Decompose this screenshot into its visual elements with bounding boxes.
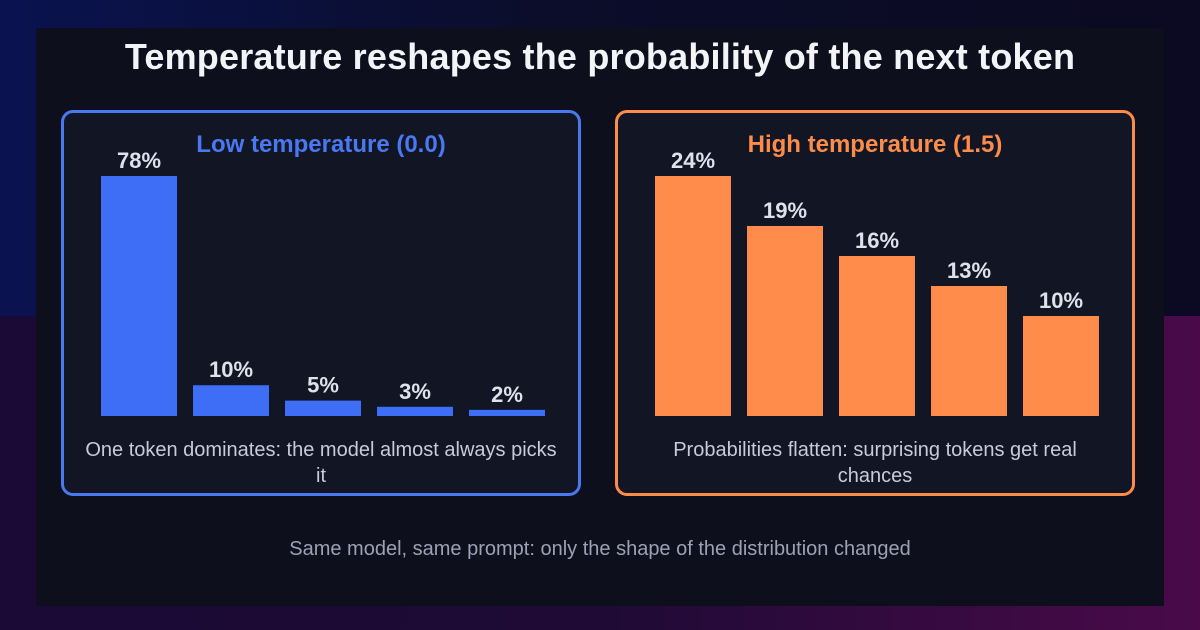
low-temperature-chart: 78% 10% 5% 3% 2% [101, 148, 545, 416]
bar-1 [655, 176, 731, 416]
high-temperature-card: 24% 19% 16% 13% 10% High temperature (1.5) P… [615, 110, 1135, 496]
low-temperature-title: Low temperature (0.0) [196, 131, 446, 158]
bar-3 [839, 256, 915, 416]
bar-value-label-3: 5% [307, 373, 339, 398]
low-temperature-caption: One token dominates: the model almost al… [85, 439, 557, 487]
bar-value-label-5: 2% [491, 382, 523, 407]
bar-5 [469, 409, 545, 416]
high-temperature-title: High temperature (1.5) [747, 131, 1003, 158]
bar-1 [101, 176, 177, 416]
bar-5 [1023, 316, 1099, 416]
bar-value-label-3: 16% [855, 228, 899, 253]
bar-4 [377, 406, 453, 416]
high-temperature-chart: 24% 19% 16% 13% 10% [655, 148, 1099, 416]
bar-value-label-2: 19% [763, 198, 807, 223]
low-temperature-card: 78% 10% 5% 3% 2% Low temperature (0.0) One t… [61, 110, 581, 496]
footer-note: Same model, same prompt: only the shape … [289, 538, 911, 560]
bar-4 [931, 286, 1007, 416]
bar-value-label-1: 78% [117, 148, 161, 173]
page-title: Temperature reshapes the probability of … [124, 36, 1076, 77]
bar-value-label-5: 10% [1039, 288, 1083, 313]
bar-value-label-2: 10% [209, 357, 253, 382]
bar-value-label-4: 3% [399, 379, 431, 404]
bar-value-label-4: 13% [947, 258, 991, 283]
bar-value-label-1: 24% [671, 148, 715, 173]
bar-3 [285, 400, 361, 416]
bar-2 [747, 226, 823, 416]
bar-2 [193, 385, 269, 416]
high-temperature-caption: Probabilities flatten: surprising tokens… [673, 439, 1077, 487]
